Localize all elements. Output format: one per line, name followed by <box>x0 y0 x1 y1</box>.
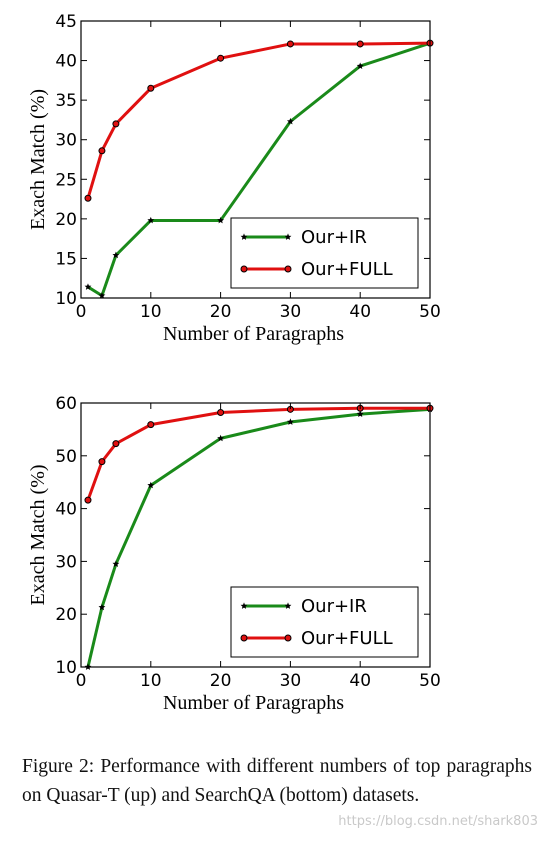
x-tick-label: 20 <box>210 671 232 691</box>
watermark: https://blog.csdn.net/shark803 <box>338 814 538 829</box>
legend-marker <box>284 602 292 609</box>
x-tick-label: 40 <box>349 671 371 691</box>
y-tick-label: 45 <box>55 12 77 32</box>
x-tick-label: 0 <box>76 671 87 691</box>
x-tick-label: 10 <box>140 671 162 691</box>
legend-label: Our+FULL <box>301 628 393 649</box>
plot-frame <box>80 402 431 668</box>
y-axis-label: Exach Match (%) <box>27 464 49 605</box>
data-point-our-full <box>147 421 155 429</box>
y-tick-label: 50 <box>55 447 77 467</box>
legend-box <box>230 586 419 658</box>
data-point-our-full <box>112 120 120 128</box>
data-point-our-ir <box>98 292 106 299</box>
y-tick-label: 25 <box>55 170 77 190</box>
y-tick-label: 35 <box>55 91 77 111</box>
legend-marker <box>240 602 248 609</box>
x-tick-label: 20 <box>210 302 232 322</box>
data-point-our-ir <box>147 216 155 224</box>
y-tick-label: 40 <box>55 500 77 520</box>
data-point-our-full <box>217 54 225 62</box>
y-tick-label: 40 <box>55 52 77 72</box>
y-tick-label: 30 <box>55 552 77 572</box>
data-point-our-ir <box>84 283 92 290</box>
figure-caption: Figure 2: Performance with different num… <box>22 756 532 806</box>
y-tick-label: 15 <box>55 249 77 269</box>
data-point-our-full <box>112 440 120 448</box>
data-point-our-ir <box>112 560 120 567</box>
data-point-our-ir <box>147 481 155 489</box>
x-tick-label: 30 <box>280 671 302 691</box>
data-point-our-full <box>98 458 106 466</box>
data-point-our-full <box>217 409 225 417</box>
data-point-our-ir <box>217 216 225 224</box>
legend-marker <box>284 265 292 273</box>
data-point-our-full <box>286 40 294 48</box>
x-axis-label: Number of Paragraphs <box>163 323 344 345</box>
x-tick-label: 50 <box>419 302 441 322</box>
data-point-our-ir <box>286 117 294 125</box>
x-tick-label: 30 <box>280 302 302 322</box>
legend-marker <box>284 634 292 642</box>
legend-label: Our+IR <box>301 596 367 617</box>
series-line-our-full <box>86 406 430 501</box>
y-tick-label: 20 <box>55 605 77 625</box>
x-tick-label: 50 <box>419 671 441 691</box>
legend-label: Our+FULL <box>301 259 393 280</box>
series-line-our-full <box>86 41 431 199</box>
x-tick-label: 40 <box>349 302 371 322</box>
data-point-our-ir <box>98 603 106 611</box>
y-tick-label: 20 <box>55 210 77 230</box>
legend: Our+IR Our+FULL <box>230 217 419 289</box>
data-point-our-ir <box>356 62 364 70</box>
data-point-our-full <box>356 40 364 48</box>
legend-marker <box>240 634 248 642</box>
plot-frame <box>80 20 431 299</box>
legend-box <box>230 217 419 289</box>
data-point-our-full <box>147 84 155 92</box>
y-tick-label: 30 <box>55 131 77 151</box>
x-axis-label: Number of Paragraphs <box>163 692 344 714</box>
legend: Our+IR Our+FULL <box>230 586 419 658</box>
x-tick-label: 10 <box>140 302 162 322</box>
series-line-our-ir <box>87 41 431 298</box>
y-tick-label: 10 <box>55 658 77 678</box>
data-point-our-ir <box>286 418 294 425</box>
data-point-our-full <box>84 496 92 504</box>
data-point-our-ir <box>356 410 364 417</box>
legend-marker <box>240 233 248 240</box>
y-axis-label: Exach Match (%) <box>27 89 49 230</box>
legend-marker <box>284 233 292 240</box>
legend-marker <box>240 265 248 273</box>
y-tick-label: 10 <box>55 289 77 309</box>
data-point-our-full <box>98 147 106 155</box>
legend-label: Our+IR <box>301 227 367 248</box>
data-point-our-full <box>84 194 92 202</box>
data-point-our-ir <box>112 251 120 259</box>
series-line-our-ir <box>86 407 431 668</box>
data-point-our-ir <box>217 434 225 442</box>
x-tick-label: 0 <box>76 302 87 322</box>
y-tick-label: 60 <box>55 394 77 414</box>
